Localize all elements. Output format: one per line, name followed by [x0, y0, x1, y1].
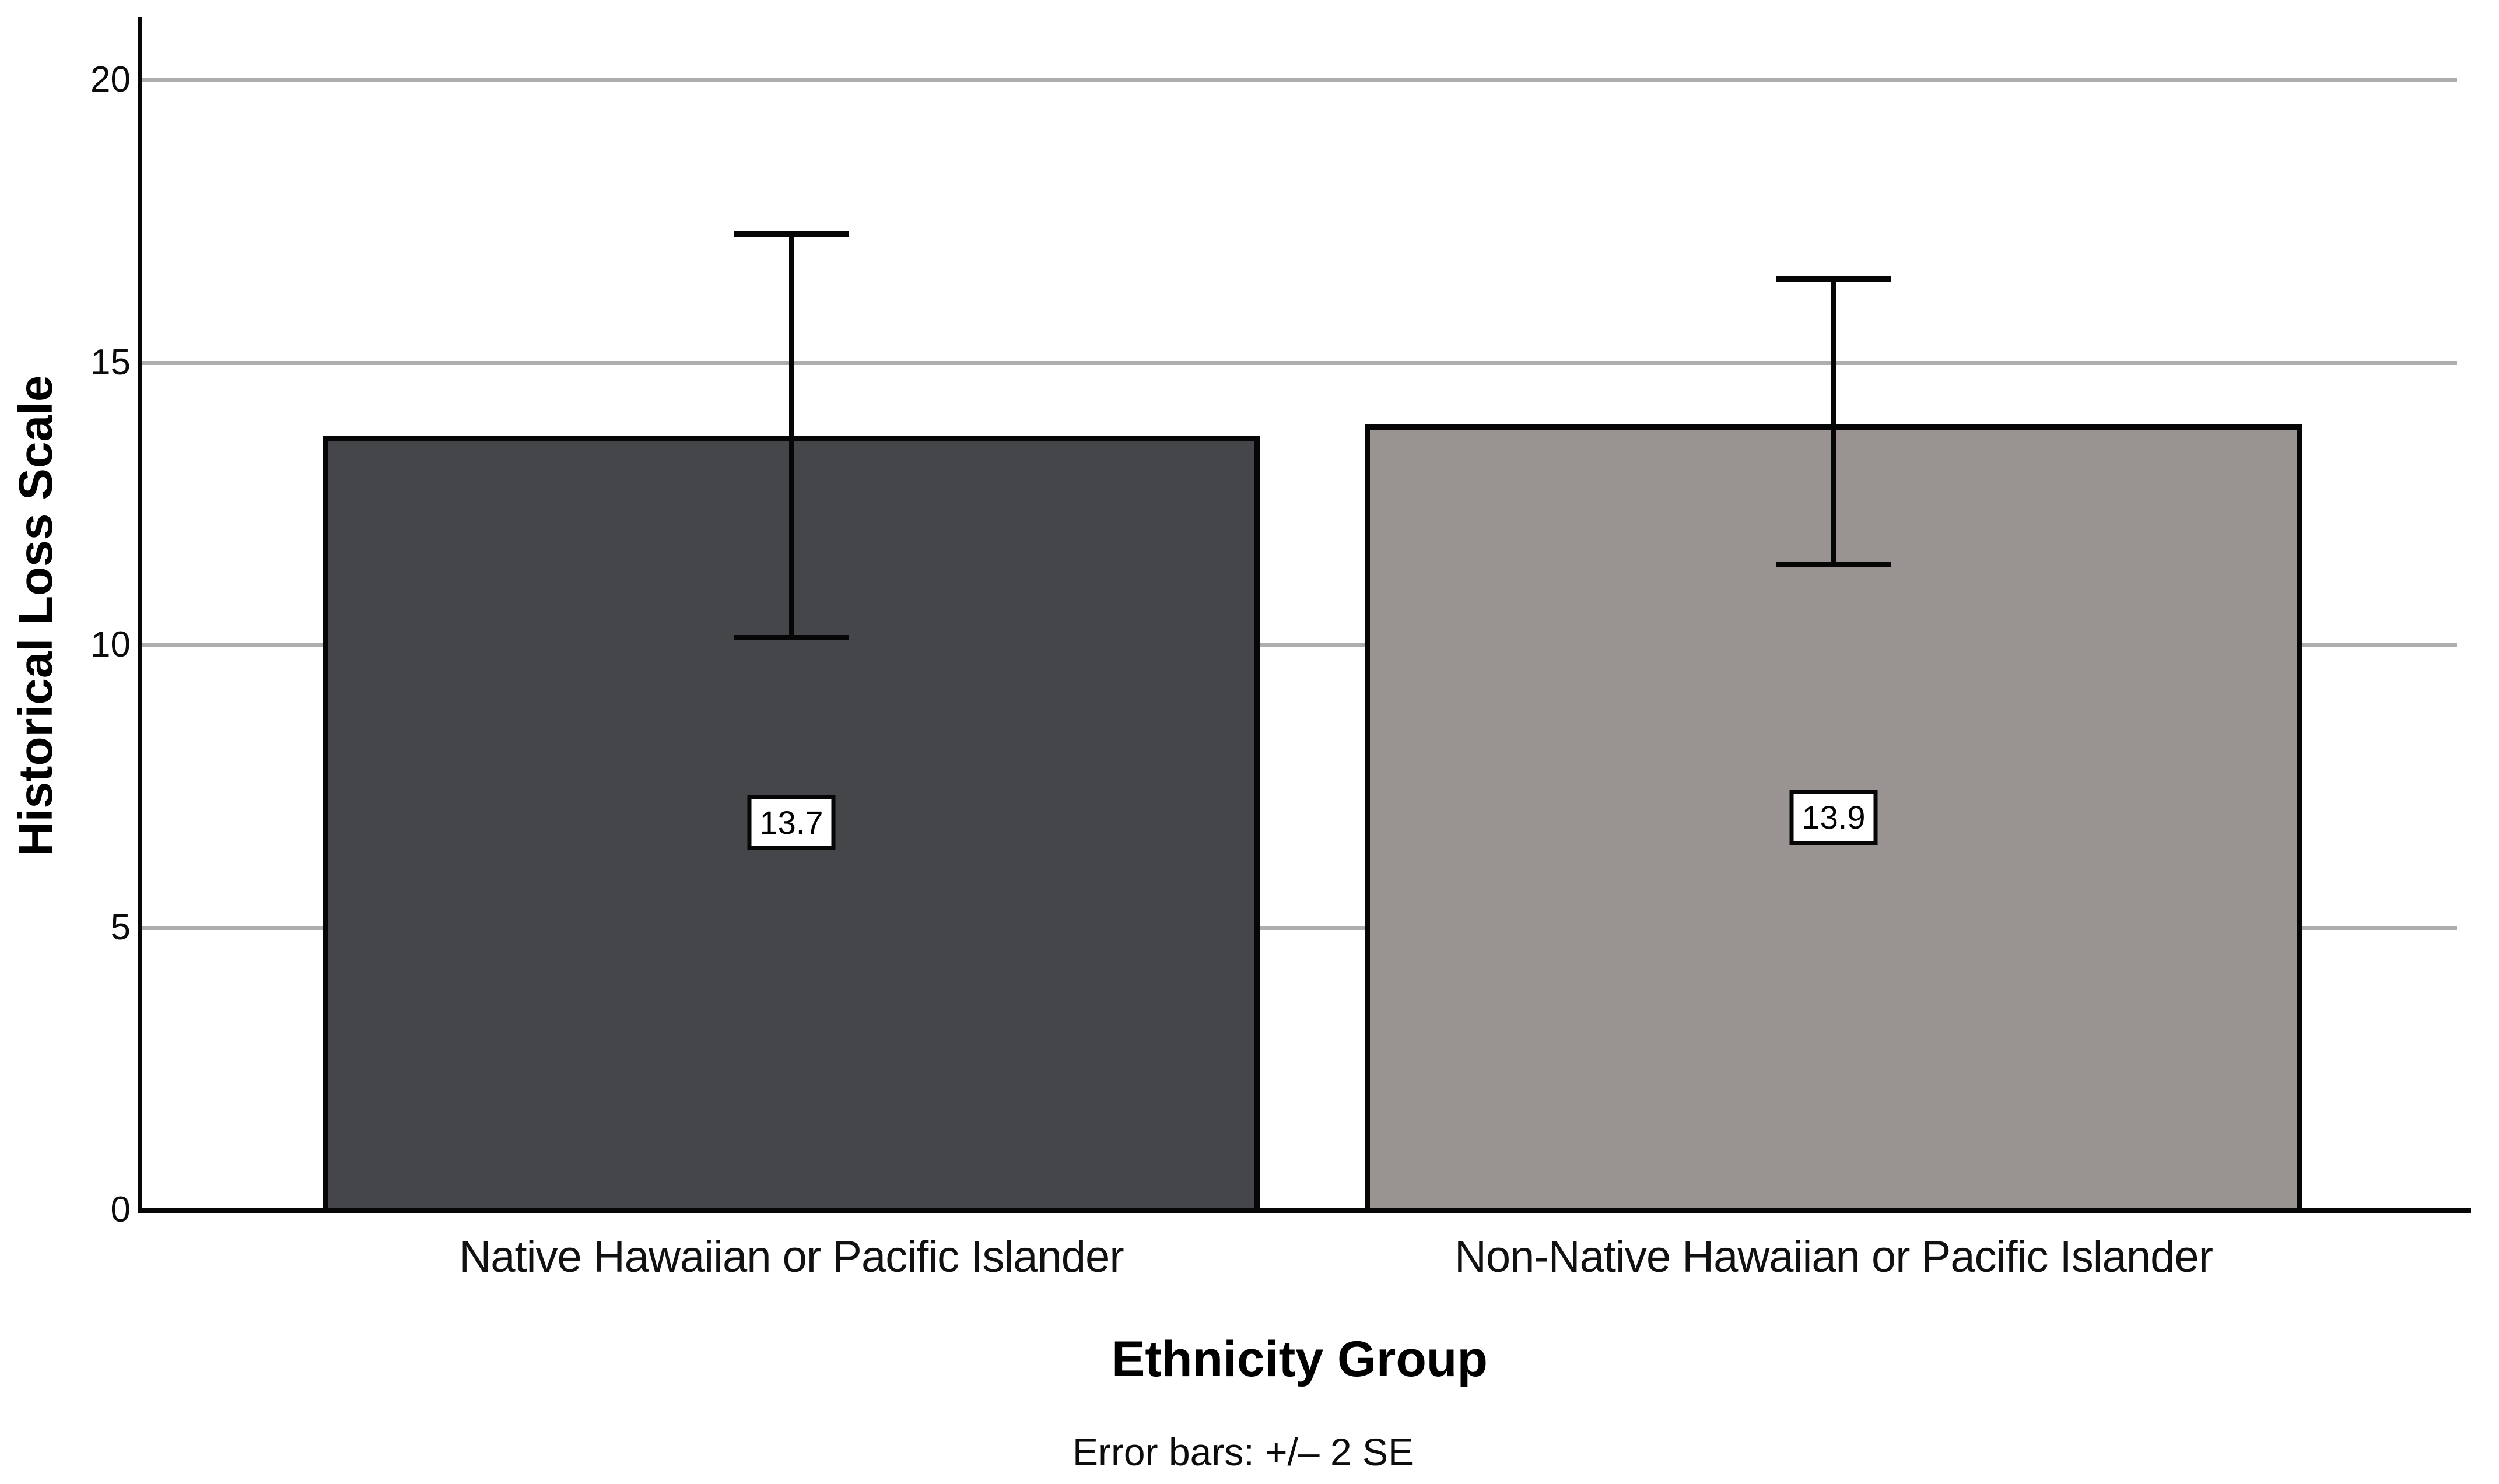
category-label: Native Hawaiian or Pacific Islander: [459, 1232, 1124, 1282]
y-tick-label: 20: [90, 59, 131, 100]
gridline: [142, 361, 2457, 365]
y-axis-title: Historical Loss Scale: [9, 375, 62, 857]
y-tick-label: 15: [90, 342, 131, 383]
x-axis-title: Ethnicity Group: [1112, 1331, 1488, 1387]
error-bar-upper-cap: [1776, 276, 1891, 282]
y-tick-label: 0: [110, 1190, 131, 1230]
y-tick-label: 5: [110, 907, 131, 948]
error-bars-footnote: Error bars: +/– 2 SE: [1072, 1430, 1414, 1474]
y-axis-line: [138, 17, 142, 1212]
gridline: [142, 78, 2457, 82]
gridline: [142, 926, 2457, 930]
x-axis-line: [138, 1208, 2471, 1213]
gridline: [142, 643, 2457, 647]
error-bar-stem: [1831, 278, 1836, 566]
y-tick-label: 10: [90, 625, 131, 665]
error-bar-lower-cap: [1776, 562, 1891, 567]
error-bar-lower-cap: [734, 635, 849, 640]
bar-value-label: 13.9: [1789, 790, 1878, 845]
error-bar-stem: [789, 233, 794, 639]
error-bar-upper-cap: [734, 231, 849, 237]
bar-value-label: 13.7: [747, 795, 836, 850]
category-label: Non-Native Hawaiian or Pacific Islander: [1454, 1232, 2213, 1282]
